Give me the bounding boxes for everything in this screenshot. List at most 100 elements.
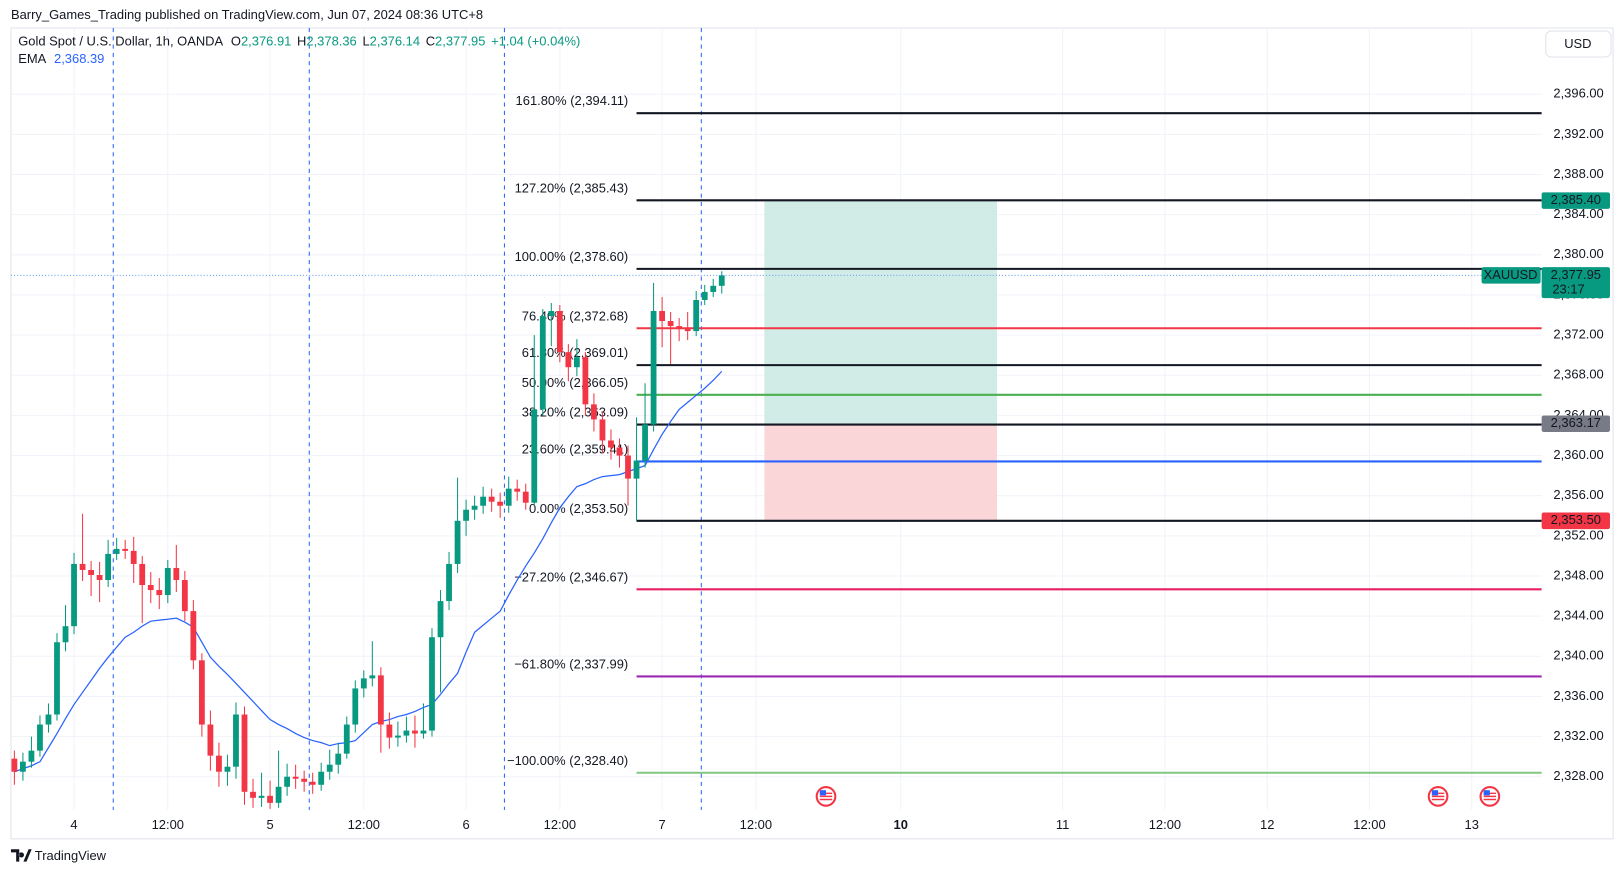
candle-body bbox=[54, 642, 60, 715]
candle-body bbox=[429, 637, 435, 731]
candle-body bbox=[676, 326, 683, 330]
last-price-tag bbox=[1541, 267, 1610, 299]
candle-body bbox=[216, 755, 222, 772]
candle-body bbox=[710, 285, 717, 292]
y-tick-label: 2,328.00 bbox=[1553, 768, 1603, 783]
candle-body bbox=[113, 548, 120, 554]
y-tick-label: 2,388.00 bbox=[1553, 166, 1603, 181]
candle-body bbox=[488, 496, 495, 502]
fib-label: 23.60% (2,359.41) bbox=[522, 441, 628, 456]
candle-body bbox=[633, 460, 640, 479]
candle-body bbox=[207, 724, 214, 756]
currency[interactable]: USD bbox=[1564, 36, 1591, 51]
x-tick-label: 6 bbox=[462, 817, 469, 832]
profit-zone bbox=[764, 200, 998, 424]
x-tick-label: 12:00 bbox=[348, 817, 380, 832]
ohlc-value: 2,376.91 bbox=[241, 34, 291, 49]
flag-icon bbox=[815, 786, 837, 807]
candle-body bbox=[659, 311, 666, 322]
fib-label: 50.00% (2,366.05) bbox=[522, 375, 628, 390]
x-tick-label: 5 bbox=[266, 817, 273, 832]
currency-button[interactable] bbox=[1545, 30, 1612, 58]
candle-body bbox=[539, 316, 546, 410]
fib-label: 100.00% (2,378.60) bbox=[515, 249, 629, 264]
y-tick-label: 2,396.00 bbox=[1553, 86, 1603, 101]
candle-body bbox=[147, 585, 154, 591]
candle-body bbox=[480, 496, 487, 506]
candle-body bbox=[258, 795, 265, 798]
ohlc-value: 2,376.14 bbox=[370, 34, 420, 49]
candle-body bbox=[642, 424, 648, 461]
price-tag-label: 2,353.50 bbox=[1551, 512, 1601, 527]
ema-name: EMA bbox=[18, 51, 46, 66]
ohlc-key: O bbox=[231, 34, 241, 49]
candle-body bbox=[284, 776, 291, 787]
publisher: Barry_Games_Trading published on Trading… bbox=[11, 7, 483, 22]
candle-body bbox=[335, 753, 342, 765]
y-tick-label: 2,344.00 bbox=[1553, 608, 1603, 623]
candle-body bbox=[454, 520, 461, 564]
ema-legend: EMA 2,368.39 bbox=[18, 51, 104, 66]
candle-body bbox=[20, 761, 26, 772]
fib-label: 61.80% (2,369.01) bbox=[522, 345, 628, 360]
candle-body bbox=[181, 580, 188, 612]
candle-body bbox=[386, 724, 393, 738]
candle-body bbox=[701, 291, 708, 300]
candle-body bbox=[369, 675, 376, 679]
ema-value: 2,368.39 bbox=[54, 51, 104, 66]
candle-body bbox=[684, 329, 691, 332]
x-tick-label: 13 bbox=[1465, 817, 1479, 832]
candle-body bbox=[395, 735, 401, 738]
candle-body bbox=[531, 409, 538, 503]
candle-body bbox=[28, 750, 35, 762]
change: +1.04 (+0.04%) bbox=[491, 34, 580, 49]
y-tick-label: 2,380.00 bbox=[1553, 246, 1603, 261]
x-tick-label: 12:00 bbox=[740, 817, 772, 832]
ohlc-value: 2,378.36 bbox=[306, 34, 356, 49]
candle-body bbox=[250, 791, 256, 798]
x-tick-label: 11 bbox=[1056, 817, 1069, 832]
y-tick-label: 2,332.00 bbox=[1553, 728, 1603, 743]
candle-body bbox=[625, 455, 631, 479]
ohlc-key: C bbox=[426, 34, 435, 49]
candle-body bbox=[326, 764, 333, 772]
x-tick-label: 10 bbox=[894, 817, 908, 832]
loss-zone bbox=[764, 423, 998, 521]
y-tick-label: 2,352.00 bbox=[1553, 527, 1603, 542]
fib-label: −61.80% (2,337.99) bbox=[514, 656, 628, 671]
fib-label: 76.40% (2,372.68) bbox=[522, 308, 628, 323]
candle-body bbox=[352, 688, 359, 725]
candle-body bbox=[582, 357, 589, 405]
candle-body bbox=[548, 311, 555, 317]
candle-body bbox=[71, 563, 77, 627]
legend: Gold Spot / U.S. Dollar, 1h, OANDA O2,37… bbox=[18, 34, 580, 49]
symbol-tag-label: XAUUSD bbox=[1484, 267, 1538, 282]
candle-body bbox=[471, 505, 478, 510]
candle-body bbox=[608, 440, 614, 448]
y-tick-label: 2,348.00 bbox=[1553, 567, 1603, 582]
candle-body bbox=[96, 574, 103, 581]
y-tick-label: 2,336.00 bbox=[1553, 688, 1603, 703]
candle-body bbox=[522, 491, 529, 503]
price-tag-label: 2,385.40 bbox=[1551, 192, 1601, 207]
candle-body bbox=[377, 675, 384, 725]
candle-body bbox=[667, 321, 674, 327]
candle-body bbox=[446, 563, 452, 602]
candle-body bbox=[11, 758, 18, 772]
ohlc-key: H bbox=[297, 34, 306, 49]
ema-line bbox=[14, 370, 723, 773]
candle-body bbox=[156, 590, 163, 596]
candle-body bbox=[198, 660, 205, 725]
fib-label: 161.80% (2,394.11) bbox=[516, 93, 629, 108]
y-tick-label: 2,372.00 bbox=[1553, 327, 1603, 342]
symbol-tag bbox=[1481, 267, 1541, 284]
x-tick-label: 12:00 bbox=[1353, 817, 1385, 832]
candle-body bbox=[693, 299, 700, 332]
candle-body bbox=[616, 447, 623, 456]
y-tick-label: 2,368.00 bbox=[1553, 367, 1603, 382]
candle-body bbox=[105, 553, 112, 581]
candle-body bbox=[241, 714, 248, 792]
x-tick-label: 12:00 bbox=[152, 817, 184, 832]
